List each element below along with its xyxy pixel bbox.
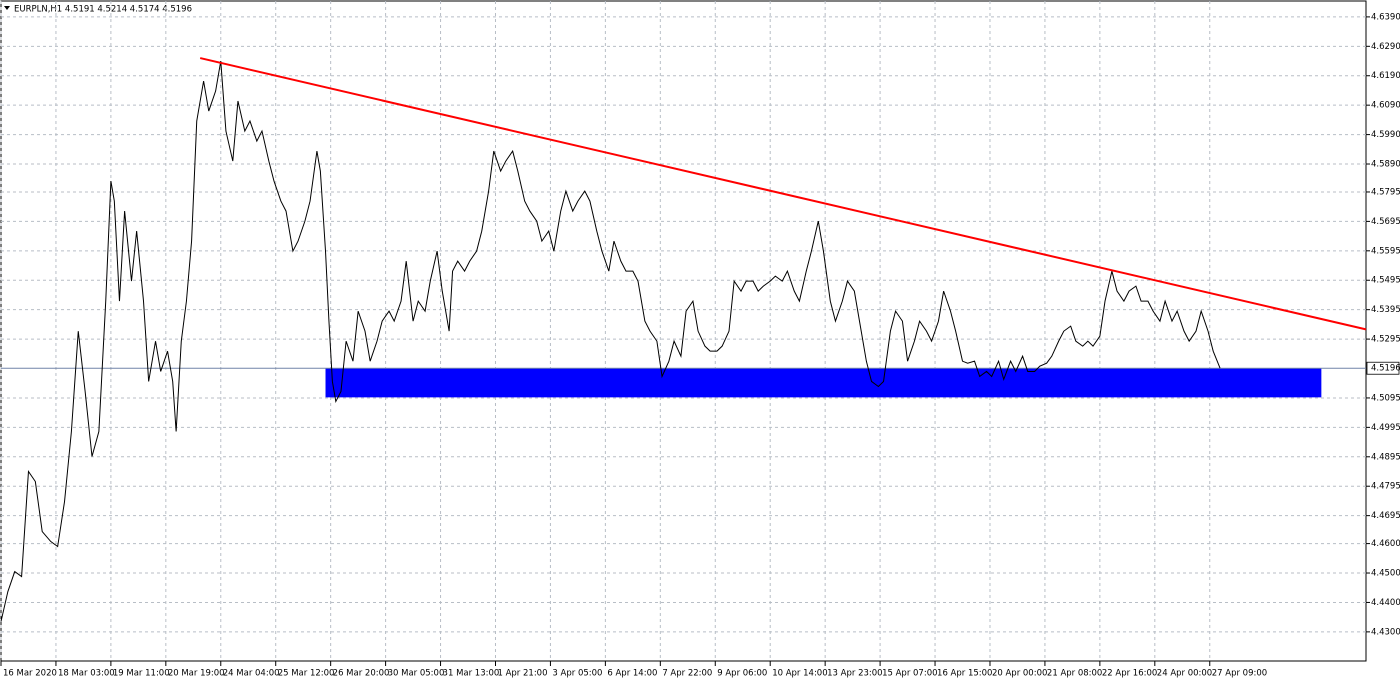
x-tick-label: 20 Apr 00:00 — [992, 669, 1047, 679]
y-tick-label: 4.5990 — [1371, 130, 1400, 140]
y-tick-label: 4.6390 — [1371, 12, 1400, 22]
x-tick-label: 15 Apr 07:00 — [882, 669, 937, 679]
x-tick-label: 16 Mar 2020 — [3, 669, 57, 679]
x-tick-label: 16 Apr 15:00 — [937, 669, 992, 679]
x-tick-label: 6 Apr 14:00 — [607, 669, 657, 679]
x-tick-label: 24 Apr 00:00 — [1157, 669, 1212, 679]
y-tick-label: 4.4895 — [1371, 452, 1400, 462]
x-tick-label: 19 Mar 11:00 — [113, 669, 170, 679]
x-tick-label: 30 Mar 05:00 — [388, 669, 445, 679]
y-tick-label: 4.4400 — [1371, 598, 1400, 608]
x-tick-label: 22 Apr 16:00 — [1102, 669, 1157, 679]
x-tick-label: 21 Apr 08:00 — [1047, 669, 1102, 679]
y-tick-label: 4.5890 — [1371, 160, 1400, 170]
y-tick-label: 4.6190 — [1371, 71, 1400, 81]
y-tick-label: 4.5695 — [1371, 217, 1400, 227]
y-tick-label: 4.5795 — [1371, 187, 1400, 197]
x-tick-label: 25 Mar 12:00 — [278, 669, 335, 679]
y-tick-label: 4.4300 — [1371, 627, 1400, 637]
y-tick-label: 4.4600 — [1371, 539, 1400, 549]
menu-arrow[interactable] — [4, 6, 10, 10]
x-tick-label: 7 Apr 22:00 — [662, 669, 712, 679]
x-tick-label: 10 Apr 14:00 — [772, 669, 827, 679]
x-tick-label: 31 Mar 13:00 — [443, 669, 500, 679]
trendline — [199, 57, 1367, 331]
x-tick-label: 20 Mar 19:00 — [168, 669, 225, 679]
price-line — [0, 60, 1221, 622]
y-tick-label: 4.5395 — [1371, 305, 1400, 315]
chart-title: EURPLN,H1 4.5191 4.5214 4.5174 4.5196 — [14, 5, 192, 15]
x-tick-label: 26 Mar 20:00 — [333, 669, 390, 679]
y-tick-label: 4.6290 — [1371, 42, 1400, 52]
last-price-label: 4.5196 — [1371, 364, 1400, 374]
x-tick-label: 13 Apr 23:00 — [827, 669, 882, 679]
last-price-box — [1366, 361, 1400, 375]
y-tick-label: 4.5495 — [1371, 276, 1400, 286]
y-tick-label: 4.4500 — [1371, 569, 1400, 579]
x-tick-label: 18 Mar 03:00 — [58, 669, 115, 679]
y-tick-label: 4.5595 — [1371, 246, 1400, 256]
y-tick-label: 4.4695 — [1371, 511, 1400, 521]
support-zone — [325, 368, 1322, 398]
y-tick-label: 4.4795 — [1371, 482, 1400, 492]
x-tick-label: 9 Apr 06:00 — [717, 669, 767, 679]
y-tick-label: 4.5295 — [1371, 335, 1400, 345]
x-tick-label: 24 Mar 04:00 — [223, 669, 280, 679]
x-tick-label: 1 Apr 21:00 — [497, 669, 547, 679]
y-tick-label: 4.5095 — [1371, 393, 1400, 403]
x-tick-label: 27 Apr 09:00 — [1212, 669, 1267, 679]
x-tick-label: 3 Apr 05:00 — [552, 669, 602, 679]
y-tick-label: 4.4995 — [1371, 423, 1400, 433]
y-tick-label: 4.6090 — [1371, 101, 1400, 111]
